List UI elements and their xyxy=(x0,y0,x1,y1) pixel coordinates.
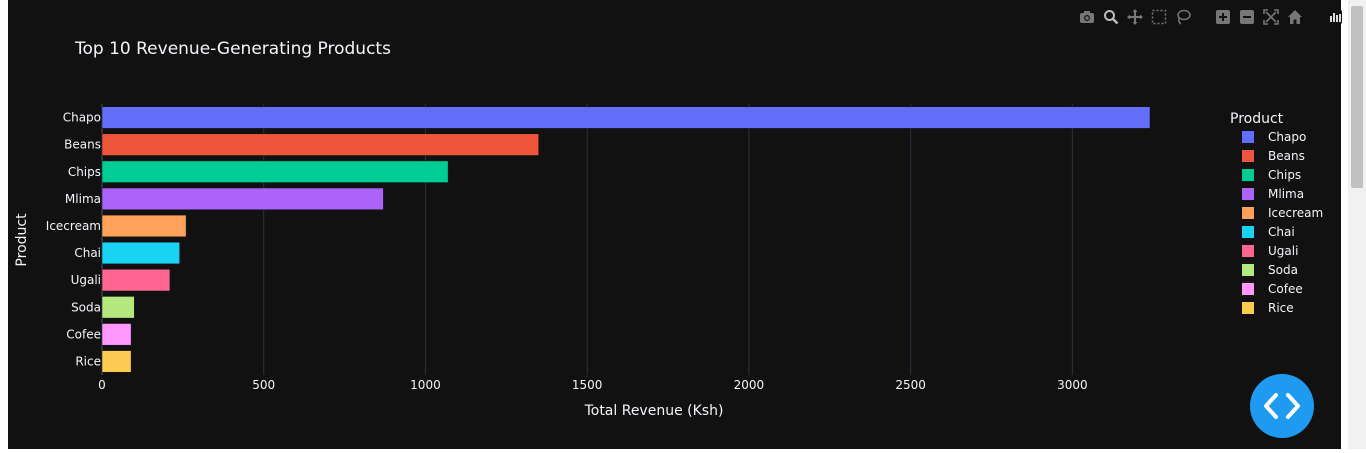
legend-item-label: Mlima xyxy=(1268,187,1304,201)
y-tick-label: Mlima xyxy=(65,192,101,206)
pan-icon[interactable] xyxy=(1126,8,1144,26)
legend-swatch xyxy=(1242,169,1254,181)
embed-code-button[interactable] xyxy=(1250,374,1314,438)
bar-mlima xyxy=(101,187,384,210)
legend-item-label: Beans xyxy=(1268,149,1305,163)
x-tick-label: 1000 xyxy=(410,378,441,392)
legend-item-label: Rice xyxy=(1268,301,1294,315)
y-tick-label: Beans xyxy=(64,138,101,152)
bar-beans xyxy=(101,133,539,156)
x-tick-label: 2500 xyxy=(895,378,926,392)
bar-icecream xyxy=(101,214,187,238)
legend-title: Product xyxy=(1230,111,1284,127)
x-tick-label: 500 xyxy=(252,378,275,392)
bar-chips xyxy=(101,160,449,183)
plotly-logo-icon[interactable] xyxy=(1326,8,1344,26)
chart-title: Top 10 Revenue-Generating Products xyxy=(74,39,391,59)
chart-container: Chapo Beans Chips Mlima Icecream Chai Ugali Sod… xyxy=(8,0,1344,449)
legend-swatch xyxy=(1242,283,1254,295)
legend-item-label: Soda xyxy=(1268,263,1298,277)
bar-chapo xyxy=(101,106,1151,129)
modebar xyxy=(1078,8,1344,26)
reset-axes-icon[interactable] xyxy=(1286,8,1304,26)
modebar-spacer xyxy=(1198,8,1208,26)
x-tick-label: 3000 xyxy=(1057,378,1088,392)
y-tick-labels: Chapo Beans Chips Mlima Icecream Chai Ugali Sod… xyxy=(46,111,101,369)
y-tick-label: Chapo xyxy=(63,111,101,125)
bar-soda xyxy=(101,296,135,319)
legend-swatch xyxy=(1242,207,1254,219)
bar-rice xyxy=(101,350,132,373)
legend-item-label: Icecream xyxy=(1268,206,1323,220)
lasso-icon[interactable] xyxy=(1174,8,1192,26)
y-tick-label: Icecream xyxy=(46,219,101,233)
zoom-icon[interactable] xyxy=(1102,8,1120,26)
x-axis-title: Total Revenue (Ksh) xyxy=(584,403,724,419)
legend-item-label: Cofee xyxy=(1268,282,1303,296)
zoom-in-icon[interactable] xyxy=(1214,8,1232,26)
legend-swatch xyxy=(1242,131,1254,143)
y-tick-label: Soda xyxy=(71,300,101,314)
legend-swatch xyxy=(1242,302,1254,314)
camera-icon[interactable] xyxy=(1078,8,1096,26)
autoscale-icon[interactable] xyxy=(1262,8,1280,26)
box-select-icon[interactable] xyxy=(1150,8,1168,26)
bar-cofee xyxy=(101,323,132,346)
legend-swatch xyxy=(1242,188,1254,200)
code-icon xyxy=(1264,393,1300,419)
x-tick-label: 1500 xyxy=(572,378,603,392)
modebar-spacer xyxy=(1310,8,1320,26)
x-tick-label: 2000 xyxy=(734,378,765,392)
y-tick-label: Ugali xyxy=(71,273,101,287)
legend-item-label: Ugali xyxy=(1268,244,1298,258)
bar-chart: Chapo Beans Chips Mlima Icecream Chai Ugali Sod… xyxy=(14,39,1323,419)
legend-item-label: Chips xyxy=(1268,168,1301,182)
legend-swatch xyxy=(1242,245,1254,257)
y-tick-label: Cofee xyxy=(66,327,101,341)
page-scrollbar[interactable] xyxy=(1348,0,1366,449)
legend-swatch xyxy=(1242,226,1254,238)
legend-swatch xyxy=(1242,264,1254,276)
legend-item-label: Chapo xyxy=(1268,130,1306,144)
bar-chai xyxy=(101,241,180,265)
y-axis-title: Product xyxy=(14,213,30,267)
x-tick-label: 0 xyxy=(98,378,106,392)
y-tick-label: Rice xyxy=(75,354,101,368)
y-tick-label: Chips xyxy=(68,165,101,179)
legend-item-label: Chai xyxy=(1268,225,1295,239)
bars xyxy=(101,106,1151,373)
bar-ugali xyxy=(101,269,171,292)
zoom-out-icon[interactable] xyxy=(1238,8,1256,26)
y-tick-label: Chai xyxy=(74,246,101,260)
legend-swatch xyxy=(1242,150,1254,162)
scrollbar-thumb[interactable] xyxy=(1351,6,1363,188)
x-tick-labels: 0 500 1000 1500 2000 2500 3000 xyxy=(98,378,1087,392)
legend: Chapo Beans Chips Mlima Icecream Chai Ugali Sod… xyxy=(1242,130,1323,315)
